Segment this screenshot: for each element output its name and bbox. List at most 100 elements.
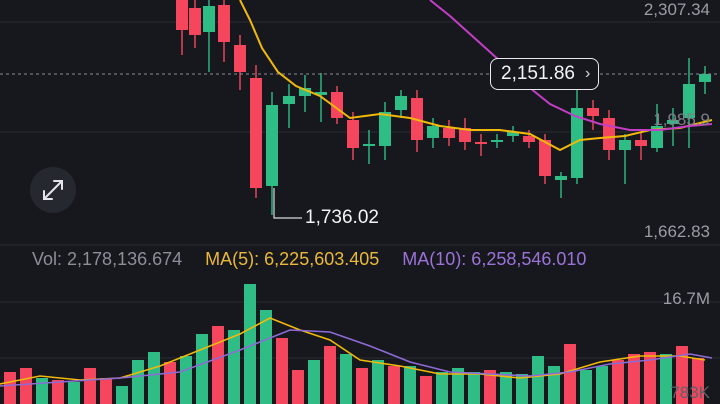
volume-bar xyxy=(404,366,416,404)
candle-body xyxy=(299,88,311,96)
volume-bar xyxy=(52,380,64,404)
volume-bar xyxy=(612,360,624,404)
candle-body xyxy=(203,6,215,32)
volume-bar xyxy=(244,284,256,404)
volume-bar xyxy=(164,362,176,404)
current-price-tag[interactable]: 2,151.86 › xyxy=(490,58,600,90)
volume-bar xyxy=(36,378,48,404)
ma10-line xyxy=(429,0,713,131)
ma5-line xyxy=(239,0,713,152)
volume-bar xyxy=(276,338,288,404)
volume-bar xyxy=(452,368,464,404)
volume-bar xyxy=(20,368,32,404)
candle-body xyxy=(667,120,679,124)
volume-bar xyxy=(292,370,304,404)
volume-bar xyxy=(628,354,640,404)
volume-bar xyxy=(580,370,592,404)
candle-body xyxy=(379,112,391,146)
price-axis-low: 1,662.83 xyxy=(643,222,710,241)
candle-body xyxy=(587,108,599,116)
candle-body xyxy=(555,176,567,180)
volume-bar xyxy=(356,368,368,404)
candle-body xyxy=(363,144,375,146)
candle-body xyxy=(266,105,278,186)
volume-bar xyxy=(644,352,656,404)
candle-body xyxy=(539,140,551,176)
candle-body xyxy=(176,0,188,30)
volume-bars xyxy=(4,284,704,404)
candle-body xyxy=(683,84,695,118)
volume-bar xyxy=(548,366,560,404)
candle-body xyxy=(651,126,663,148)
candle-body xyxy=(619,140,631,150)
volume-ma5: MA(5): 6,225,603.405 xyxy=(205,249,380,269)
volume-bar xyxy=(116,386,128,404)
volume-ma10-line xyxy=(0,329,713,387)
candle-body xyxy=(189,8,201,35)
chart-grid xyxy=(0,21,720,359)
candle-body xyxy=(250,78,262,188)
volume-bar xyxy=(308,360,320,404)
current-price-value: 2,151.86 xyxy=(501,63,575,84)
volume-bar xyxy=(372,360,384,404)
candle-body xyxy=(218,5,230,42)
chevron-right-icon: › xyxy=(584,65,591,82)
volume-bar xyxy=(500,372,512,404)
volume-bar xyxy=(68,382,80,404)
moving-average-lines xyxy=(239,0,713,152)
candle-body xyxy=(283,96,295,104)
volume-bar xyxy=(132,360,144,404)
volume-bar xyxy=(468,372,480,404)
candle-body xyxy=(699,74,711,82)
candle-body xyxy=(427,126,439,138)
volume-bar xyxy=(660,354,672,404)
candle-body xyxy=(443,128,455,138)
volume-bar xyxy=(196,334,208,404)
volume-bar xyxy=(84,368,96,404)
volume-ma5-line xyxy=(0,317,706,385)
volume-ma-lines xyxy=(0,317,713,387)
volume-bar xyxy=(420,376,432,404)
volume-bar xyxy=(676,346,688,404)
price-axis-mid: 1,985.9 xyxy=(653,110,710,129)
candle-body xyxy=(571,108,583,178)
volume-bar xyxy=(324,346,336,404)
volume-bar xyxy=(340,354,352,404)
volume-bar xyxy=(564,344,576,404)
volume-bar xyxy=(148,352,160,404)
volume-bar xyxy=(180,356,192,404)
volume-bar xyxy=(692,358,704,404)
volume-bar xyxy=(212,326,224,404)
volume-bar xyxy=(596,366,608,404)
volume-value: Vol: 2,178,136.674 xyxy=(32,249,183,269)
volume-bar xyxy=(516,374,528,404)
volume-ma10: MA(10): 6,258,546.010 xyxy=(402,249,587,269)
low-marker-leader xyxy=(273,188,302,219)
volume-bar xyxy=(484,370,496,404)
candle-body xyxy=(395,96,407,110)
volume-bar xyxy=(260,310,272,404)
candle-body xyxy=(234,45,246,72)
candle-body xyxy=(523,136,535,142)
volume-axis-top: 16.7M xyxy=(662,289,710,308)
expand-button[interactable] xyxy=(30,167,76,213)
volume-bar xyxy=(4,372,16,404)
volume-bar xyxy=(388,366,400,404)
volume-info-row: Vol: 2,178,136.674 MA(5): 6,225,603.405 … xyxy=(32,249,604,270)
candle-body xyxy=(347,120,359,148)
volume-bar xyxy=(228,330,240,404)
expand-arrows-icon xyxy=(43,180,63,200)
low-price-label: 1,736.02 xyxy=(305,207,379,228)
candle-body xyxy=(603,118,615,150)
candle-body xyxy=(315,92,327,95)
candle-body xyxy=(507,132,519,136)
candle-body xyxy=(491,140,503,142)
price-axis-high: 2,307.34 xyxy=(643,0,710,19)
volume-bar xyxy=(100,378,112,404)
candle-body xyxy=(475,142,487,144)
candle-body xyxy=(459,128,471,142)
volume-bar xyxy=(436,372,448,404)
candle-body xyxy=(635,140,647,146)
volume-axis-bottom: 783K xyxy=(670,383,710,402)
